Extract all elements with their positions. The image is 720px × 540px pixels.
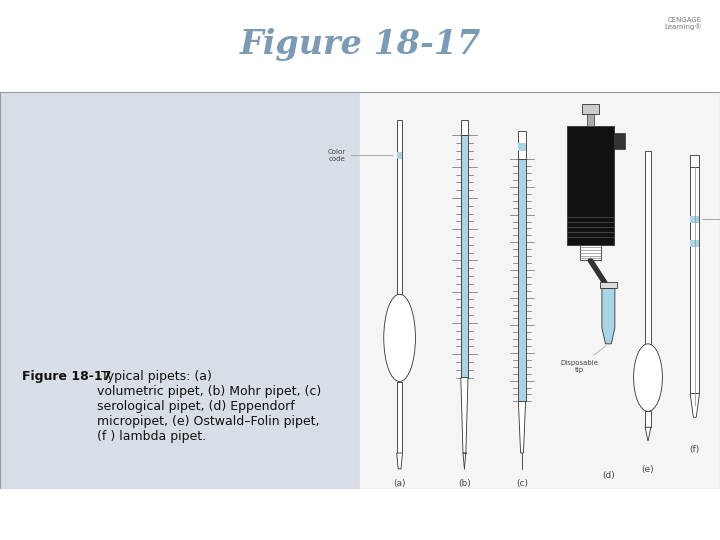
Polygon shape: [602, 288, 615, 344]
Text: Ground
rings: Ground rings: [702, 213, 720, 226]
Bar: [600, 282, 617, 288]
Text: (d): (d): [602, 471, 615, 480]
Text: (e): (e): [642, 465, 654, 474]
Text: Typical pipets: (a)
volumetric pipet, (b) Mohr pipet, (c)
serological pipet, (d): Typical pipets: (a) volumetric pipet, (b…: [97, 369, 321, 443]
Bar: [397, 382, 402, 453]
Bar: [461, 119, 468, 136]
Bar: [690, 217, 700, 223]
Bar: [582, 104, 599, 113]
Text: (c): (c): [516, 479, 528, 488]
Text: 18-17: 18-17: [11, 508, 51, 521]
Bar: [690, 167, 700, 394]
Bar: [518, 159, 526, 401]
Text: Copyright © 2011 Cengage Learning: Copyright © 2011 Cengage Learning: [503, 509, 709, 519]
Polygon shape: [518, 401, 526, 453]
Bar: [567, 125, 614, 245]
Bar: [690, 156, 700, 167]
Bar: [0, 92, 360, 489]
Text: CENGAGE
Learning®: CENGAGE Learning®: [665, 17, 702, 30]
Bar: [645, 411, 651, 427]
Bar: [587, 113, 594, 125]
Bar: [397, 119, 402, 294]
Ellipse shape: [384, 294, 415, 382]
Bar: [397, 152, 402, 159]
Bar: [613, 133, 624, 150]
Bar: [645, 151, 651, 344]
Text: (b): (b): [458, 479, 471, 488]
Ellipse shape: [634, 344, 662, 411]
Text: (f): (f): [690, 445, 700, 454]
Text: Figure 18-17: Figure 18-17: [239, 28, 481, 60]
Bar: [690, 240, 700, 247]
Bar: [580, 245, 601, 260]
Polygon shape: [397, 453, 402, 469]
Bar: [518, 144, 526, 151]
Polygon shape: [645, 427, 651, 441]
Bar: [518, 131, 526, 159]
Bar: [461, 136, 468, 377]
Bar: [360, 92, 720, 489]
Text: Disposable
tip: Disposable tip: [561, 346, 606, 373]
Text: Figure 18-17: Figure 18-17: [22, 369, 111, 383]
Polygon shape: [690, 394, 699, 417]
Text: Color
code: Color code: [328, 149, 393, 162]
Polygon shape: [461, 377, 468, 453]
Text: (a): (a): [393, 479, 406, 488]
